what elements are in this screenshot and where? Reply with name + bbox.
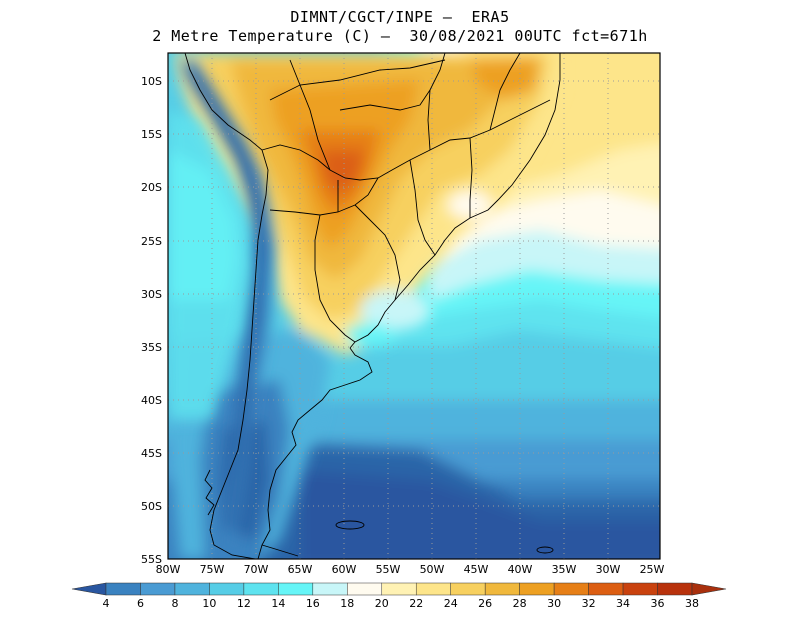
lat-label: 20S bbox=[141, 181, 162, 194]
lon-label: 25W bbox=[640, 563, 665, 576]
lat-label: 35S bbox=[141, 341, 162, 354]
colorbar-left-arrow bbox=[71, 582, 107, 596]
colorbar-tick-label: 34 bbox=[616, 597, 631, 610]
figure-title-line1: DIMNT/CGCT/INPE – ERA5 bbox=[290, 8, 510, 26]
latitude-axis: 10S 15S 20S 25S 30S 35S 40S 45S 50S 55S bbox=[141, 75, 162, 566]
colorbar-swatch bbox=[209, 582, 245, 596]
colorbar-tick-label: 18 bbox=[340, 597, 355, 610]
longitude-axis: 80W 75W 70W 65W 60W 55W 50W 45W 40W 35W … bbox=[156, 563, 665, 576]
colorbar-tick-label: 28 bbox=[512, 597, 527, 610]
colorbar-swatch bbox=[657, 582, 693, 596]
lat-label: 30S bbox=[141, 288, 162, 301]
colorbar-tick-label: 14 bbox=[271, 597, 286, 610]
lat-label: 45S bbox=[141, 447, 162, 460]
colorbar-swatch bbox=[174, 582, 210, 596]
colorbar-swatch bbox=[450, 582, 486, 596]
lon-label: 60W bbox=[332, 563, 357, 576]
colorbar-tick-label: 4 bbox=[102, 597, 110, 610]
lat-label: 55S bbox=[141, 553, 162, 566]
colorbar-tick-label: 30 bbox=[547, 597, 562, 610]
colorbar bbox=[71, 582, 727, 596]
lon-label: 45W bbox=[464, 563, 489, 576]
coastline-borders bbox=[184, 53, 561, 559]
colorbar-swatch bbox=[312, 582, 348, 596]
colorbar-swatch bbox=[278, 582, 314, 596]
colorbar-swatch bbox=[553, 582, 589, 596]
colorbar-tick-label: 12 bbox=[236, 597, 251, 610]
colorbar-tick-label: 24 bbox=[443, 597, 458, 610]
colorbar-tick-label: 10 bbox=[202, 597, 217, 610]
map-gridlines bbox=[168, 53, 660, 559]
colorbar-tick-label: 8 bbox=[171, 597, 179, 610]
lat-label: 15S bbox=[141, 128, 162, 141]
colorbar-tick-label: 32 bbox=[581, 597, 596, 610]
lon-label: 50W bbox=[420, 563, 445, 576]
lon-label: 30W bbox=[596, 563, 621, 576]
colorbar-swatch bbox=[622, 582, 658, 596]
lat-label: 50S bbox=[141, 500, 162, 513]
colorbar-swatch bbox=[243, 582, 279, 596]
lon-label: 75W bbox=[200, 563, 225, 576]
colorbar-swatch bbox=[140, 582, 176, 596]
colorbar-swatch bbox=[415, 582, 451, 596]
colorbar-swatch bbox=[105, 582, 141, 596]
colorbar-tick-label: 20 bbox=[374, 597, 389, 610]
lon-label: 70W bbox=[244, 563, 269, 576]
figure-title-line2: 2 Metre Temperature (C) – 30/08/2021 00U… bbox=[152, 27, 648, 45]
colorbar-tick-label: 22 bbox=[409, 597, 424, 610]
lon-label: 65W bbox=[288, 563, 313, 576]
colorbar-swatch bbox=[381, 582, 417, 596]
colorbar-swatch bbox=[484, 582, 520, 596]
colorbar-swatch bbox=[588, 582, 624, 596]
colorbar-tick-label: 38 bbox=[685, 597, 699, 610]
plot-frame bbox=[167, 52, 661, 560]
lon-label: 80W bbox=[156, 563, 181, 576]
colorbar-swatch bbox=[519, 582, 555, 596]
lon-label: 55W bbox=[376, 563, 401, 576]
colorbar-right-arrow bbox=[691, 582, 727, 596]
lon-label: 40W bbox=[508, 563, 533, 576]
colorbar-tick-label: 36 bbox=[650, 597, 665, 610]
colorbar-tick-label: 16 bbox=[305, 597, 320, 610]
lat-label: 40S bbox=[141, 394, 162, 407]
lat-label: 25S bbox=[141, 235, 162, 248]
lon-label: 35W bbox=[552, 563, 577, 576]
colorbar-tick-label: 6 bbox=[136, 597, 144, 610]
lat-label: 10S bbox=[141, 75, 162, 88]
temperature-field bbox=[168, 53, 660, 559]
colorbar-swatch bbox=[347, 582, 383, 596]
colorbar-tick-label: 26 bbox=[478, 597, 493, 610]
